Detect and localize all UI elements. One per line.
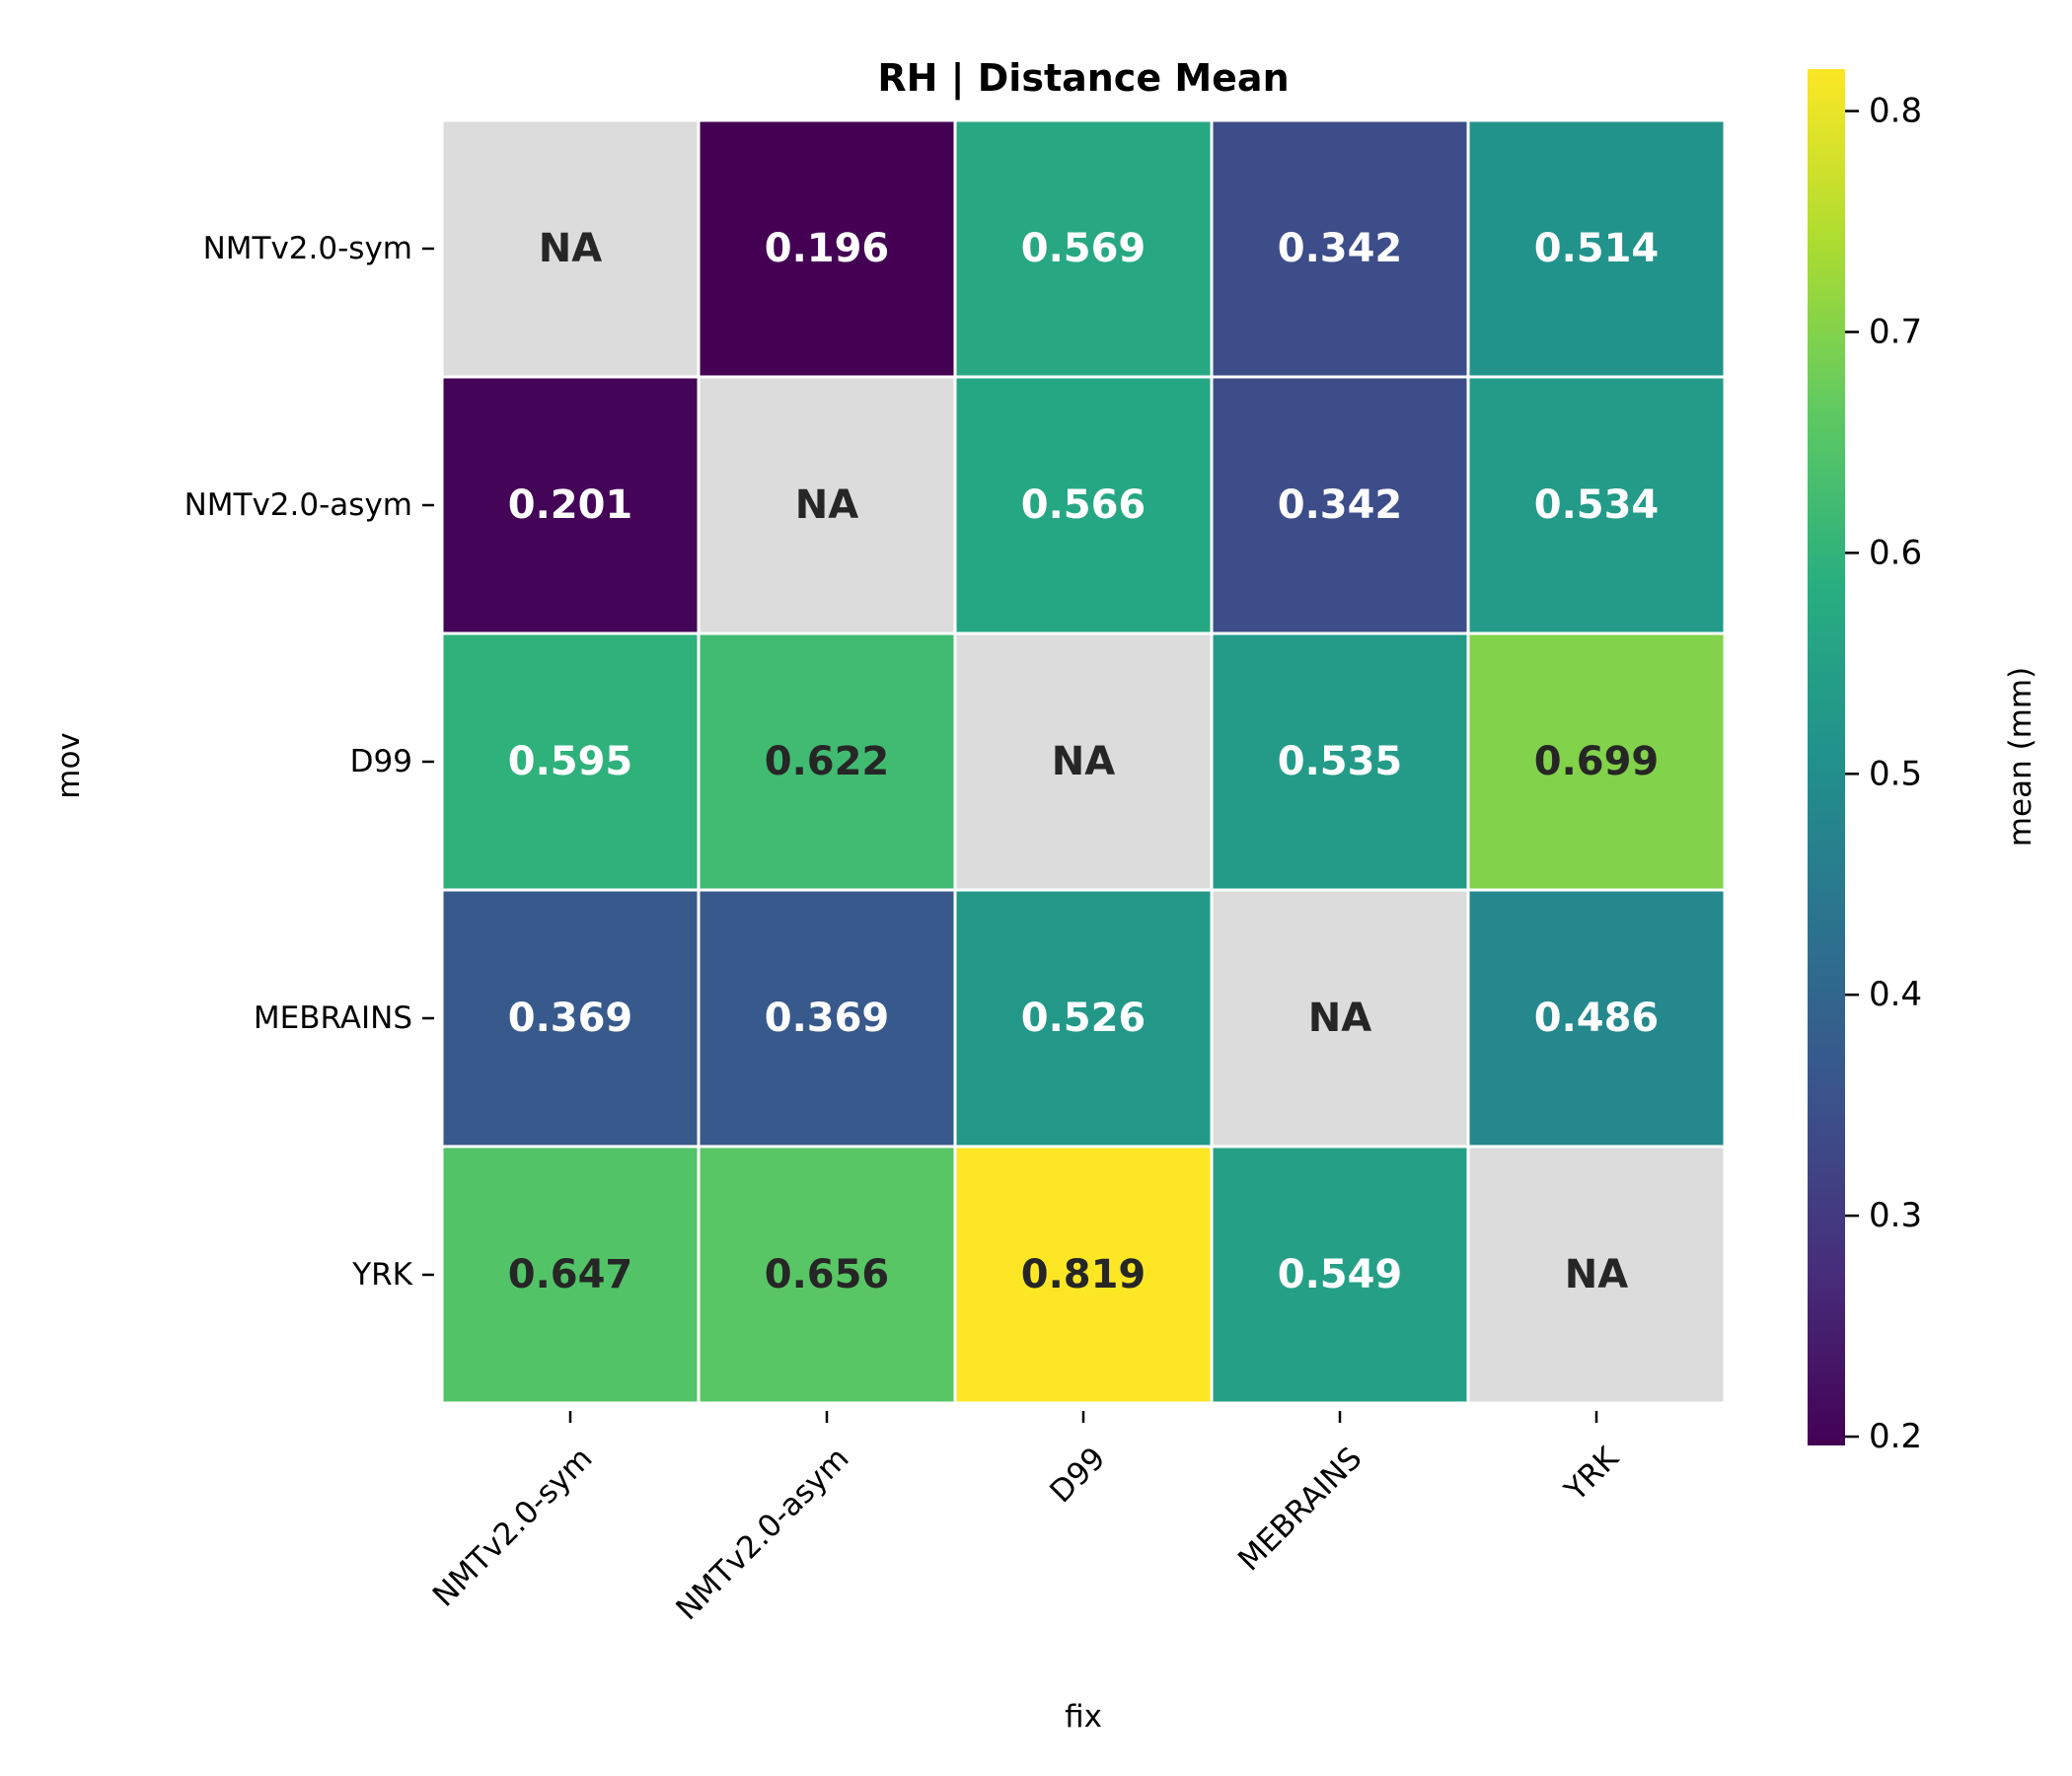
x-tick-label-yrk: YRK bbox=[1557, 1441, 1626, 1510]
heatmap-cell-labels: NA 0.196 0.569 0.342 0.514 0.201 NA 0.566 0.342 0… bbox=[508, 226, 1660, 1297]
heatmap-cell-r4-c1 bbox=[697, 1145, 957, 1405]
heatmap-cell-r3-c2 bbox=[953, 888, 1214, 1148]
colorbar-tick-label-1: 0.3 bbox=[1869, 1196, 1922, 1235]
cell-label-r2-c0: 0.595 bbox=[508, 739, 633, 784]
y-axis-label: mov bbox=[51, 732, 87, 799]
heatmap-cell-r2-c4 bbox=[1466, 631, 1727, 892]
cell-label-r0-c4: 0.514 bbox=[1534, 226, 1660, 271]
heatmap-cell-r0-c0 bbox=[440, 118, 701, 379]
x-axis-label: fix bbox=[1065, 1699, 1102, 1735]
heatmap-cell-r1-c0 bbox=[440, 375, 701, 635]
heatmap-cell-r1-c4 bbox=[1466, 375, 1727, 635]
heatmap-cell-r4-c4 bbox=[1466, 1145, 1727, 1405]
colorbar-tick-label-4: 0.6 bbox=[1869, 533, 1922, 572]
heatmap-cell-r3-c4 bbox=[1466, 888, 1727, 1148]
cell-label-r0-c2: 0.569 bbox=[1021, 226, 1147, 271]
heatmap-cell-r3-c0 bbox=[440, 888, 701, 1148]
heatmap-cell-r0-c3 bbox=[1210, 118, 1470, 379]
heatmap-cell-r3-c1 bbox=[697, 888, 957, 1148]
heatmap-cell-r2-c3 bbox=[1210, 631, 1470, 892]
x-tick-label-mebrains: MEBRAINS bbox=[1231, 1441, 1369, 1578]
cell-label-r2-c4: 0.699 bbox=[1534, 739, 1660, 784]
cell-label-r1-c1: NA bbox=[795, 482, 858, 528]
cell-label-r3-c0: 0.369 bbox=[508, 996, 633, 1041]
cell-label-r3-c3: NA bbox=[1308, 996, 1371, 1041]
y-axis: NMTv2.0-sym NMTv2.0-asym D99 MEBRAINS YRK bbox=[185, 231, 434, 1293]
colorbar-tick-label-0: 0.2 bbox=[1869, 1417, 1922, 1456]
cell-label-r3-c4: 0.486 bbox=[1534, 996, 1660, 1041]
cell-label-r2-c1: 0.622 bbox=[765, 739, 890, 784]
heatmap-cell-r4-c0 bbox=[440, 1145, 701, 1405]
cell-label-r3-c1: 0.369 bbox=[765, 996, 890, 1041]
cell-label-r2-c3: 0.535 bbox=[1278, 739, 1403, 784]
y-tick-label-mebrains: MEBRAINS bbox=[254, 1000, 412, 1036]
cell-label-r1-c3: 0.342 bbox=[1278, 482, 1403, 528]
heatmap-cell-r3-c3 bbox=[1210, 888, 1470, 1148]
colorbar-tick-label-2: 0.4 bbox=[1869, 975, 1922, 1014]
cell-label-r0-c3: 0.342 bbox=[1278, 226, 1403, 271]
chart-title: RH | Distance Mean bbox=[877, 56, 1289, 101]
x-axis: NMTv2.0-sym NMTv2.0-asym D99 MEBRAINS YRK bbox=[426, 1411, 1626, 1627]
cell-label-r4-c1: 0.656 bbox=[765, 1252, 890, 1297]
cell-label-r1-c0: 0.201 bbox=[508, 482, 633, 528]
cell-label-r1-c4: 0.534 bbox=[1534, 482, 1660, 528]
y-tick-label-nmtv2-0-asym: NMTv2.0-asym bbox=[185, 487, 412, 523]
colorbar-tick-label-6: 0.8 bbox=[1869, 92, 1922, 131]
heatmap-cell-r4-c2 bbox=[953, 1145, 1214, 1405]
heatmap-cell-r0-c1 bbox=[697, 118, 957, 379]
x-tick-label-nmtv2-0-sym: NMTv2.0-sym bbox=[426, 1441, 600, 1614]
heatmap-cell-r2-c1 bbox=[697, 631, 957, 892]
colorbar-tick-label-5: 0.7 bbox=[1869, 312, 1922, 351]
y-tick-label-d99: D99 bbox=[350, 744, 412, 779]
colorbar-ticks: 0.2 0.3 0.4 0.5 0.6 0.7 0.8 bbox=[1845, 92, 1922, 1456]
cell-label-r4-c2: 0.819 bbox=[1021, 1252, 1147, 1297]
cell-label-r4-c0: 0.647 bbox=[508, 1252, 633, 1297]
x-tick-label-d99: D99 bbox=[1043, 1441, 1112, 1510]
heatmap-cell-r0-c2 bbox=[953, 118, 1214, 379]
cell-label-r0-c0: NA bbox=[539, 226, 602, 271]
heatmap-cell-r0-c4 bbox=[1466, 118, 1727, 379]
heatmap-cells bbox=[440, 118, 1727, 1405]
cell-label-r2-c2: NA bbox=[1052, 739, 1115, 784]
x-tick-label-nmtv2-0-asym: NMTv2.0-asym bbox=[669, 1441, 855, 1627]
y-tick-label-yrk: YRK bbox=[351, 1257, 412, 1293]
cell-label-r4-c3: 0.549 bbox=[1278, 1252, 1403, 1297]
colorbar-tick-label-3: 0.5 bbox=[1869, 754, 1922, 793]
cell-label-r4-c4: NA bbox=[1565, 1252, 1628, 1297]
colorbar bbox=[1808, 69, 1845, 1445]
cell-label-r1-c2: 0.566 bbox=[1021, 482, 1147, 528]
cell-label-r0-c1: 0.196 bbox=[765, 226, 890, 271]
y-tick-label-nmtv2-0-sym: NMTv2.0-sym bbox=[203, 231, 412, 266]
heatmap-cell-r1-c2 bbox=[953, 375, 1214, 635]
colorbar-label: mean (mm) bbox=[2003, 667, 2038, 847]
heatmap-cell-r2-c2 bbox=[953, 631, 1214, 892]
cell-label-r3-c2: 0.526 bbox=[1021, 996, 1147, 1041]
